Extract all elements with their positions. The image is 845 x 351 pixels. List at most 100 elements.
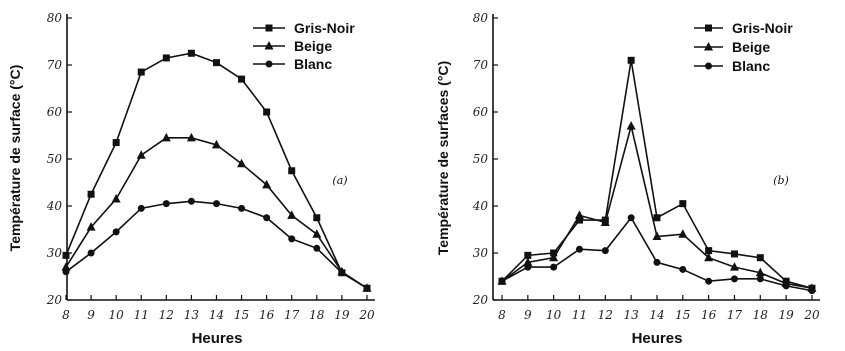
data-point xyxy=(652,231,662,241)
series-line xyxy=(65,137,368,289)
data-point xyxy=(237,158,247,168)
x-tick-label: 11 xyxy=(572,308,587,322)
x-tick-label: 10 xyxy=(546,308,562,322)
data-point xyxy=(600,217,610,226)
panel-label: (a) xyxy=(332,174,347,187)
data-point xyxy=(312,229,322,238)
legend-entry: Beige xyxy=(694,39,770,55)
y-tick-label: 60 xyxy=(47,105,63,119)
series-line xyxy=(65,200,368,289)
data-point xyxy=(730,275,738,283)
data-point xyxy=(187,49,195,57)
x-tick-label: 9 xyxy=(87,308,95,322)
data-point xyxy=(549,252,559,262)
y-axis-label: Température de surface (°C) xyxy=(7,65,23,252)
x-tick-label: 17 xyxy=(727,308,743,322)
x-tick-label: 20 xyxy=(803,308,820,322)
legend-label: Beige xyxy=(732,39,770,55)
data-point xyxy=(86,222,96,231)
y-tick-label: 40 xyxy=(46,199,63,213)
legend-label: Gris-Noir xyxy=(294,20,355,36)
data-point xyxy=(679,200,687,208)
series-beige xyxy=(61,132,372,292)
data-point xyxy=(730,250,738,258)
data-point xyxy=(653,258,661,266)
data-point xyxy=(212,59,220,67)
x-tick-label: 11 xyxy=(134,308,149,322)
data-point xyxy=(627,56,635,64)
data-point xyxy=(574,210,584,219)
legend-entry: Gris-Noir xyxy=(694,20,793,36)
legend-entry: Beige xyxy=(253,38,332,54)
data-point xyxy=(313,214,321,222)
x-tick-label: 12 xyxy=(159,308,174,322)
data-point xyxy=(287,210,297,219)
data-point xyxy=(187,197,195,205)
series-gris-noir xyxy=(498,56,816,292)
data-point xyxy=(136,150,146,159)
data-point xyxy=(755,267,765,277)
data-point xyxy=(62,268,70,276)
data-point xyxy=(112,139,120,147)
x-tick-label: 14 xyxy=(209,308,224,322)
x-tick-label: 18 xyxy=(753,308,769,322)
data-point xyxy=(575,245,583,253)
data-point xyxy=(161,132,171,142)
legend-entry: Blanc xyxy=(694,58,770,74)
x-tick-label: 14 xyxy=(649,308,664,322)
series-blanc xyxy=(62,197,371,292)
x-tick-label: 13 xyxy=(184,308,200,322)
data-point xyxy=(653,214,661,222)
data-point xyxy=(111,193,121,203)
data-point xyxy=(87,249,95,257)
data-point xyxy=(112,228,120,236)
y-tick-label: 70 xyxy=(47,58,63,72)
data-point xyxy=(808,287,816,295)
y-tick-label: 40 xyxy=(472,199,489,213)
legend-label: Gris-Noir xyxy=(732,20,793,36)
data-point xyxy=(756,254,764,262)
panel-label: (b) xyxy=(773,174,789,187)
data-point xyxy=(61,262,71,271)
legend-marker xyxy=(265,24,273,32)
data-point xyxy=(263,108,271,116)
x-tick-label: 19 xyxy=(334,308,350,322)
x-tick-label: 18 xyxy=(309,308,325,322)
data-point xyxy=(62,251,70,259)
legend-marker xyxy=(265,60,273,68)
data-point xyxy=(524,251,532,259)
data-point xyxy=(626,121,636,130)
y-tick-label: 70 xyxy=(473,58,489,72)
data-point xyxy=(211,139,221,149)
data-point xyxy=(782,282,790,290)
x-tick-label: 16 xyxy=(259,308,275,322)
data-point xyxy=(186,132,196,142)
data-point xyxy=(524,263,532,271)
y-tick-label: 30 xyxy=(47,246,63,260)
x-tick-label: 19 xyxy=(778,308,794,322)
y-axis-label: Température de surfaces (°C) xyxy=(435,61,451,255)
x-tick-label: 13 xyxy=(624,308,640,322)
data-point xyxy=(678,229,688,238)
y-tick-label: 80 xyxy=(473,11,489,25)
data-point xyxy=(338,269,346,277)
data-point xyxy=(575,216,583,224)
data-point xyxy=(523,257,533,266)
data-point xyxy=(137,204,145,212)
data-point xyxy=(162,200,170,208)
x-tick-label: 20 xyxy=(358,308,375,322)
legend-entry: Blanc xyxy=(253,56,332,72)
data-point xyxy=(238,75,246,83)
data-point xyxy=(627,214,635,222)
data-point xyxy=(288,235,296,243)
data-point xyxy=(262,179,272,189)
data-point xyxy=(729,262,739,271)
data-point xyxy=(288,167,296,175)
x-tick-label: 10 xyxy=(109,308,125,322)
x-tick-label: 8 xyxy=(62,308,70,322)
data-point xyxy=(550,263,558,271)
legend-label: Blanc xyxy=(294,56,332,72)
data-point xyxy=(704,252,714,262)
data-point xyxy=(705,277,713,285)
